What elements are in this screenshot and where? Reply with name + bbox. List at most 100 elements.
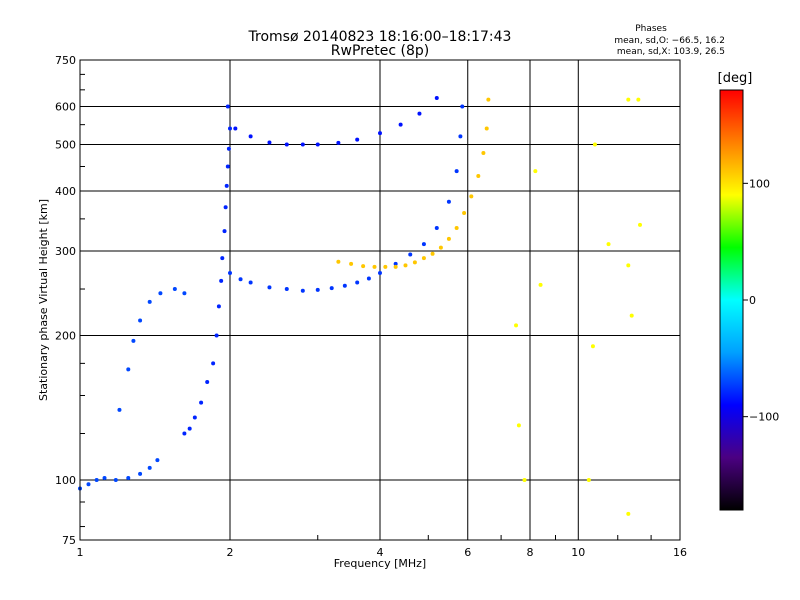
data-point — [102, 475, 107, 480]
y-axis-ticks: 75 100 200 300 400 500 600 750 — [55, 54, 85, 547]
data-point — [224, 183, 229, 188]
data-point — [300, 288, 305, 293]
data-point — [131, 338, 136, 343]
data-point — [421, 256, 426, 261]
data-point — [126, 367, 131, 372]
data-point — [372, 264, 377, 269]
colorbar-tick-label: 100 — [749, 177, 770, 190]
data-point — [421, 242, 426, 247]
data-point — [94, 478, 99, 483]
data-point — [417, 111, 422, 116]
legend-x-stats: mean, sd,X: 103.9, 26.5 — [617, 47, 725, 57]
data-point — [355, 137, 360, 142]
data-point — [590, 344, 595, 349]
data-point — [383, 264, 388, 269]
x-tick-label: 8 — [527, 546, 534, 559]
data-point — [514, 323, 519, 328]
data-point — [211, 361, 216, 366]
data-point — [228, 270, 232, 275]
data-point — [205, 380, 210, 385]
data-point — [300, 142, 305, 147]
data-point — [219, 278, 224, 283]
plot-frame — [79, 59, 681, 541]
x-axis-ticks: 1 2 4 6 8 10 16 — [77, 535, 687, 559]
data-point — [626, 263, 631, 268]
data-point — [434, 226, 439, 231]
data-point — [336, 259, 341, 264]
data-point — [192, 415, 197, 420]
data-point — [284, 287, 289, 292]
data-point — [446, 236, 451, 241]
data-point — [522, 478, 527, 483]
data-points — [78, 96, 643, 516]
data-point — [636, 97, 641, 102]
data-point — [586, 478, 591, 483]
data-point — [629, 313, 634, 318]
data-point — [284, 142, 289, 147]
chart-subtitle: RwPretec (8p) — [331, 43, 429, 59]
data-point — [225, 164, 230, 169]
data-point — [248, 280, 253, 285]
data-point — [126, 475, 131, 480]
data-point — [393, 261, 398, 266]
colorbar — [719, 89, 744, 511]
colorbar-tick-label: 0 — [749, 294, 756, 307]
y-axis-label: Stationary phase Virtual Height [km] — [37, 199, 50, 401]
data-point — [606, 242, 611, 247]
data-point — [626, 97, 631, 102]
y-tick-label: 500 — [55, 139, 76, 152]
data-point — [638, 222, 643, 227]
colorbar-ticks: 100 0 −100 — [743, 177, 779, 424]
data-point — [469, 194, 474, 199]
data-point — [222, 229, 227, 234]
x-tick-label: 1 — [77, 546, 84, 559]
data-point — [516, 423, 521, 428]
data-point — [220, 256, 225, 261]
data-point — [172, 287, 177, 292]
data-point — [538, 282, 543, 287]
data-point — [366, 276, 371, 281]
data-point — [438, 245, 443, 250]
data-point — [403, 263, 408, 268]
data-point — [454, 169, 459, 174]
data-point — [238, 277, 243, 282]
x-tick-label: 4 — [377, 546, 384, 559]
data-point — [216, 304, 221, 309]
y-tick-label: 750 — [55, 54, 76, 67]
data-point — [138, 318, 143, 323]
data-point — [182, 291, 187, 296]
data-point — [113, 478, 118, 483]
data-point — [434, 96, 439, 101]
data-point — [336, 140, 341, 145]
data-point — [226, 146, 231, 151]
data-point — [408, 252, 413, 257]
data-point — [138, 471, 143, 476]
data-point — [155, 458, 160, 463]
data-point — [454, 226, 459, 231]
x-tick-label: 2 — [227, 546, 234, 559]
data-point — [117, 407, 122, 412]
data-point — [223, 205, 228, 210]
colorbar-tick-label: −100 — [749, 411, 779, 424]
data-point — [147, 299, 152, 304]
y-tick-label: 600 — [55, 101, 76, 114]
legend-title: Phases — [635, 24, 667, 34]
grid-lines — [80, 60, 680, 540]
data-point — [187, 426, 192, 431]
y-tick-label: 300 — [55, 245, 76, 258]
data-point — [378, 131, 382, 136]
data-point — [233, 126, 238, 131]
data-point — [248, 134, 253, 139]
data-point — [533, 169, 538, 174]
data-point — [315, 287, 320, 292]
data-point — [199, 400, 204, 405]
data-point — [398, 122, 403, 127]
x-tick-label: 6 — [464, 546, 471, 559]
x-tick-label: 10 — [571, 546, 585, 559]
data-point — [158, 291, 163, 296]
y-tick-label: 400 — [55, 185, 76, 198]
y-tick-label: 100 — [55, 474, 76, 487]
data-point — [342, 283, 347, 288]
data-point — [484, 126, 489, 131]
data-point — [147, 465, 152, 470]
